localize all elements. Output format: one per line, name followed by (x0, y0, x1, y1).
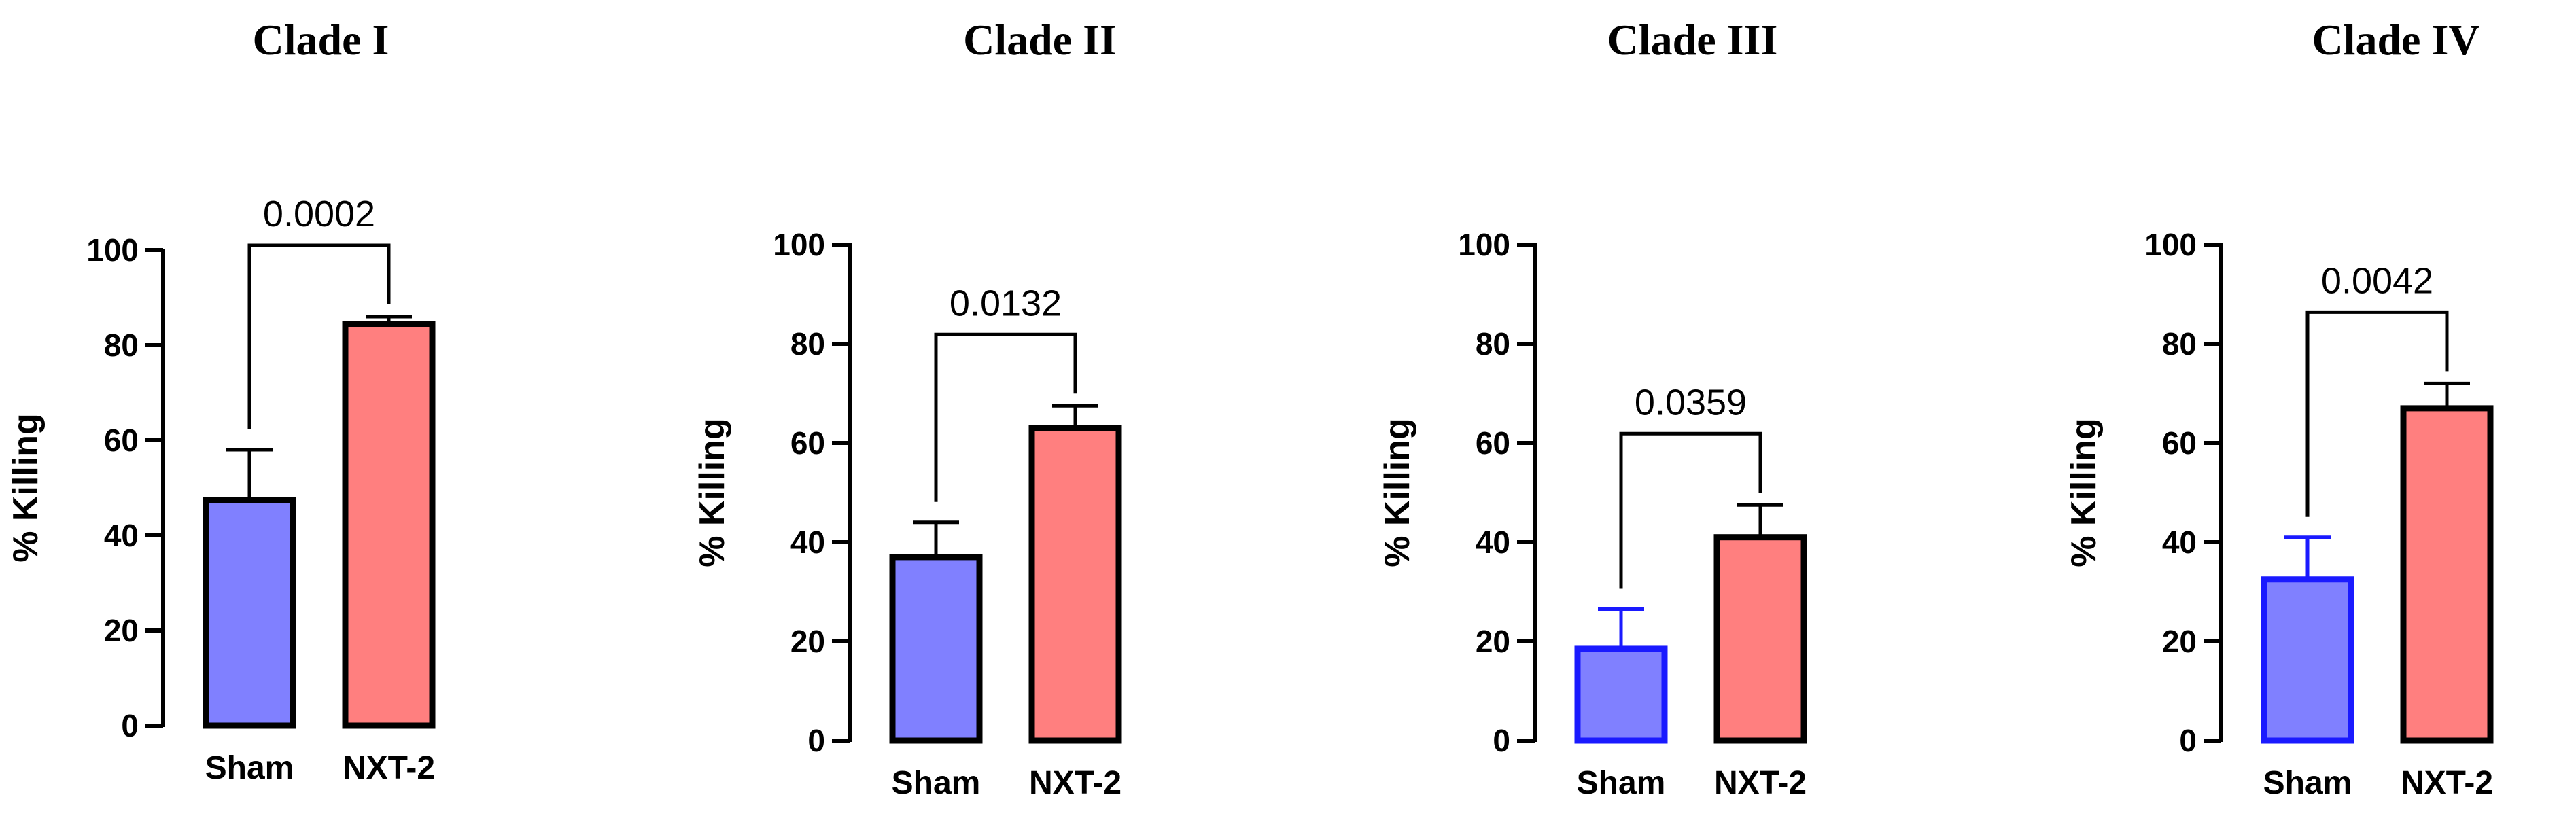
bar-nxt-2 (2400, 405, 2494, 744)
p-value-label: 0.0359 (1635, 382, 1747, 423)
bar-nxt-2 (1713, 534, 1807, 744)
panel-title: Clade IV (2312, 16, 2479, 64)
y-tick-label: 100 (1458, 227, 1510, 262)
y-tick-label: 100 (86, 232, 139, 268)
y-tick-label: 80 (790, 326, 825, 361)
y-tick-label: 20 (790, 624, 825, 659)
significance-bracket (247, 243, 391, 429)
category-label: NXT-2 (1029, 765, 1121, 801)
panel-title: Clade III (1607, 16, 1778, 64)
y-tick-label: 0 (121, 708, 139, 743)
p-value-label: 0.0002 (263, 194, 375, 234)
y-axis-label: % Killing (2064, 418, 2104, 567)
bar-sham (2261, 576, 2354, 744)
y-tick-label: 0 (2179, 723, 2197, 758)
y-tick-label: 20 (104, 613, 139, 648)
y-tick-label: 40 (2162, 525, 2197, 560)
y-axis-label: % Killing (1378, 418, 1417, 567)
category-label: NXT-2 (343, 750, 435, 786)
p-value-label: 0.0042 (2321, 260, 2433, 301)
significance-bracket (2305, 310, 2449, 517)
category-label: Sham (892, 765, 981, 801)
bar-sham (1574, 645, 1668, 744)
significance-bracket (934, 332, 1077, 502)
y-tick-label: 80 (2162, 326, 2197, 361)
y-tick-label: 100 (773, 227, 825, 262)
y-axis-label: % Killing (6, 413, 46, 563)
bar-nxt-2 (1028, 425, 1122, 744)
bar-sham (889, 554, 983, 744)
bar-nxt-2 (342, 321, 436, 729)
category-label: NXT-2 (1714, 765, 1807, 801)
y-tick-label: 60 (2162, 425, 2197, 461)
panel-1: Clade I 0 20 40 60 80 100 % Killing Sham NXT-2 0.0… (6, 16, 436, 786)
panel-4: Clade IV 0 20 40 60 80 100 % Killing Sham NXT-2 0.… (2064, 16, 2494, 801)
category-label: Sham (1577, 765, 1666, 801)
significance-bracket (1619, 431, 1762, 589)
y-tick-label: 60 (104, 423, 139, 458)
panel-title: Clade I (253, 16, 389, 64)
y-tick-label: 40 (790, 525, 825, 560)
category-label: NXT-2 (2401, 765, 2493, 801)
panel-3: Clade III 0 20 40 60 80 100 % Killing Sham NXT-2 0… (1378, 16, 1807, 801)
y-tick-label: 60 (790, 425, 825, 461)
panels: Clade I 0 20 40 60 80 100 % Killing Sham NXT-2 0.0… (6, 16, 2494, 801)
y-tick-label: 0 (807, 723, 825, 758)
y-tick-label: 40 (104, 518, 139, 553)
category-label: Sham (2263, 765, 2352, 801)
y-tick-label: 20 (1476, 624, 1510, 659)
y-axis-label: % Killing (693, 418, 732, 567)
y-tick-label: 80 (104, 327, 139, 363)
y-tick-label: 0 (1493, 723, 1510, 758)
p-value-label: 0.0132 (950, 283, 1062, 323)
y-tick-label: 40 (1476, 525, 1510, 560)
y-tick-label: 60 (1476, 425, 1510, 461)
y-tick-label: 100 (2144, 227, 2197, 262)
y-tick-label: 80 (1476, 326, 1510, 361)
bar-sham (203, 497, 296, 729)
panel-2: Clade II 0 20 40 60 80 100 % Killing Sham NXT-2 0.… (693, 16, 1122, 801)
category-label: Sham (205, 750, 294, 786)
panel-title: Clade II (963, 16, 1117, 64)
y-tick-label: 20 (2162, 624, 2197, 659)
